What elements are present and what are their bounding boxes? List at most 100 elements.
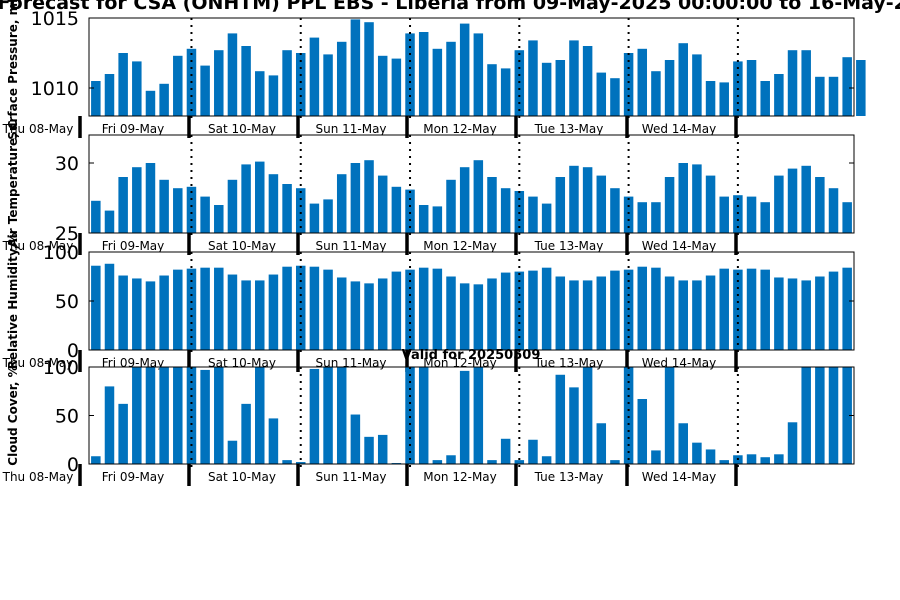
bar: [705, 449, 716, 464]
panel-frame: [88, 17, 855, 117]
bar: [596, 276, 607, 350]
bar: [541, 267, 552, 350]
bar: [309, 203, 320, 233]
y-tick-label: 1015: [31, 8, 79, 30]
bar: [200, 65, 210, 116]
day-label: Mon 12-May: [423, 239, 497, 253]
bar: [596, 423, 607, 464]
bar: [760, 269, 770, 350]
bar: [555, 177, 566, 233]
y-tick-label: 100: [43, 242, 79, 264]
bar: [528, 270, 538, 350]
bar: [541, 456, 552, 464]
bar: [132, 167, 142, 233]
bar: [104, 386, 115, 464]
day-label: Fri 09-May: [102, 470, 165, 484]
bar: [159, 367, 169, 464]
bar: [391, 58, 402, 116]
bar: [241, 164, 251, 233]
bar: [323, 269, 333, 350]
day-label: Thu 08-May: [2, 470, 74, 484]
bar: [377, 175, 388, 233]
bar: [651, 267, 661, 350]
y-tick-label: 30: [55, 153, 79, 175]
bar: [637, 399, 648, 464]
bar: [610, 460, 620, 464]
bar: [350, 163, 361, 233]
bar: [746, 268, 757, 350]
bar: [323, 54, 333, 116]
day-label: Mon 12-May: [423, 470, 497, 484]
bar: [132, 367, 142, 464]
bar: [159, 83, 169, 116]
bar: [487, 177, 497, 233]
bar: [459, 283, 470, 350]
bar: [514, 460, 525, 464]
valid-for-label: Valid for 20250509: [402, 348, 541, 363]
bar: [200, 196, 210, 233]
bar: [323, 199, 333, 233]
bar: [459, 370, 470, 464]
bar: [268, 274, 279, 350]
bar: [774, 175, 784, 233]
bar: [473, 367, 484, 464]
bar: [377, 434, 388, 464]
bar: [610, 270, 620, 350]
bar: [569, 387, 579, 464]
y-tick-label: 50: [55, 291, 79, 313]
day-label: Wed 14-May: [642, 239, 716, 253]
bar: [91, 456, 101, 464]
bar: [541, 203, 552, 233]
bar: [500, 188, 511, 233]
bar: [596, 175, 607, 233]
bar: [145, 281, 156, 350]
day-label: Wed 14-May: [642, 356, 716, 370]
bar: [828, 76, 839, 116]
bar: [569, 165, 579, 233]
bar: [405, 367, 415, 464]
bar: [528, 40, 538, 116]
bar: [842, 267, 852, 350]
bar: [118, 403, 128, 464]
bar: [186, 186, 197, 233]
bar: [268, 75, 279, 116]
bar: [733, 195, 743, 233]
bar: [418, 367, 429, 464]
bar: [528, 439, 538, 464]
bar: [678, 423, 688, 464]
bar: [473, 33, 484, 116]
bar: [692, 442, 702, 464]
bar: [104, 210, 115, 233]
bar: [214, 205, 224, 233]
bar: [145, 90, 156, 116]
bar: [664, 367, 675, 464]
bar: [309, 266, 320, 350]
bar: [774, 454, 784, 464]
bar: [364, 436, 374, 464]
bar: [746, 454, 757, 464]
bar: [364, 22, 374, 117]
bar: [227, 179, 238, 233]
bar: [241, 403, 251, 464]
bar: [214, 267, 224, 350]
bar: [596, 72, 607, 116]
bar: [104, 74, 115, 116]
bar: [582, 367, 593, 464]
bar: [610, 78, 620, 116]
y-tick-label: 50: [55, 406, 79, 428]
bar: [637, 202, 648, 233]
bar: [637, 266, 648, 350]
bar: [528, 196, 538, 233]
bar: [801, 367, 811, 464]
bar: [582, 280, 593, 350]
day-label: Fri 09-May: [102, 122, 165, 136]
bar: [705, 81, 716, 116]
bar: [268, 174, 279, 233]
bar: [255, 367, 265, 464]
panel-3: 0 50 100 Relative Humidity,%Thu 08-May Fri 0…: [2, 233, 855, 372]
day-label: Thu 08-May: [2, 239, 74, 253]
y-axis-label: Cloud Cover, %: [6, 365, 20, 465]
bar: [651, 450, 661, 464]
bar: [309, 37, 320, 116]
